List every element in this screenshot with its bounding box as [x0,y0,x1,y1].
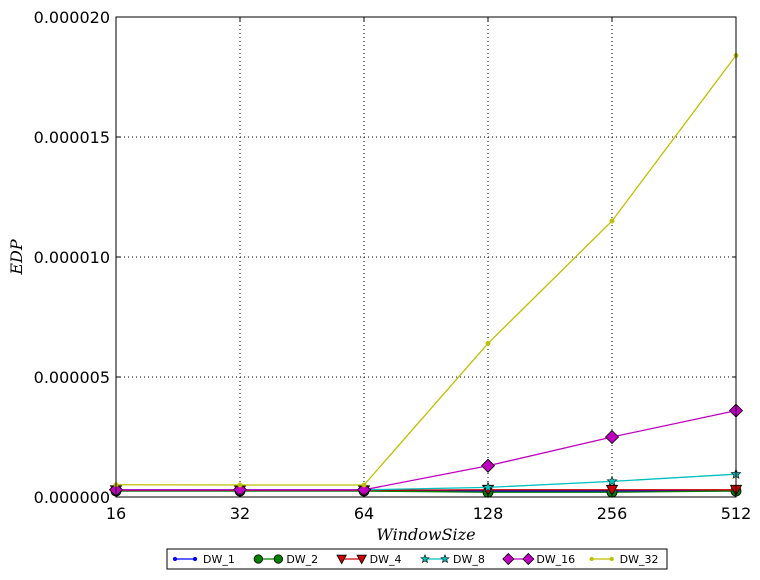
y-tick-label: 0.000005 [34,368,110,387]
x-axis-title: WindowSize [376,525,475,544]
series-line [116,490,737,493]
y-tick-label: 0.000015 [34,128,110,147]
legend-label: DW_32 [620,553,659,566]
x-tick-label: 32 [230,504,250,523]
x-tick-label: 64 [354,504,374,523]
legend-item: DW_1 [172,553,235,566]
data-point [485,340,491,346]
legend-item: DW_32 [589,553,659,566]
y-tick-label: 0.000000 [34,488,110,507]
legend-marker [356,554,368,565]
data-point [480,458,496,473]
y-tick-label: 0.000010 [34,248,110,267]
legend-marker [440,553,450,564]
legend-label: DW_8 [453,553,485,566]
legend-marker [609,556,614,562]
legend-marker [172,556,178,562]
x-tick-label: 512 [721,504,752,523]
legend-marker [192,556,198,562]
legend-marker [336,554,348,565]
legend-marker [522,552,535,566]
legend: DW_1 DW_2 DW_4 DW_8 DW_16 DW_32 [166,548,668,570]
series-dw-16 [108,403,744,497]
legend-marker [420,553,430,564]
data-point [482,481,494,493]
x-tick-label: 16 [106,504,126,523]
y-tick-label: 0.000020 [34,8,110,27]
grid [116,17,736,497]
data-point [604,429,620,445]
series-line [115,55,737,486]
data-point [605,484,619,497]
legend-label: DW_16 [536,553,575,566]
legend-marker [253,554,263,564]
y-axis-title: EDP [7,239,26,276]
legend-marker [589,556,594,562]
data-point [361,482,367,488]
legend-item: DW_8 [420,553,485,566]
legend-item: DW_2 [253,553,318,566]
legend-marker [273,554,283,564]
legend-item: DW_4 [336,553,402,566]
legend-marker [502,552,515,566]
ticks: 16 32 64 128 256 512 0.000000 0.000005 0.000010 0… [34,8,752,523]
legend-item: DW_16 [502,552,575,566]
series-dw-2 [110,485,742,498]
series-line [116,473,737,491]
data-point [609,218,615,224]
x-tick-label: 128 [473,504,504,523]
legend-box [166,548,668,570]
legend-label: DW_1 [203,553,235,566]
data-point [237,482,243,488]
series-layer [108,52,744,498]
data-point [606,475,618,487]
legend-label: DW_2 [286,553,318,566]
series-dw-32 [113,52,739,488]
legend-label: DW_4 [370,553,402,566]
series-line [116,409,737,491]
x-tick-label: 256 [597,504,628,523]
